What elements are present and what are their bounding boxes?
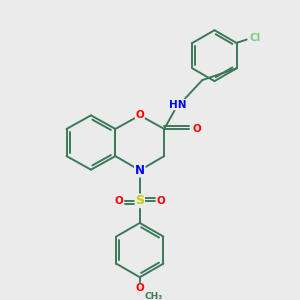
- Text: O: O: [114, 196, 123, 206]
- Text: S: S: [135, 194, 144, 207]
- Text: O: O: [135, 284, 144, 293]
- Text: CH₃: CH₃: [144, 292, 163, 300]
- Text: Cl: Cl: [250, 33, 261, 43]
- Text: O: O: [135, 110, 144, 120]
- Text: O: O: [157, 196, 165, 206]
- Text: HN: HN: [169, 100, 187, 110]
- Text: O: O: [193, 124, 202, 134]
- Text: N: N: [135, 164, 145, 177]
